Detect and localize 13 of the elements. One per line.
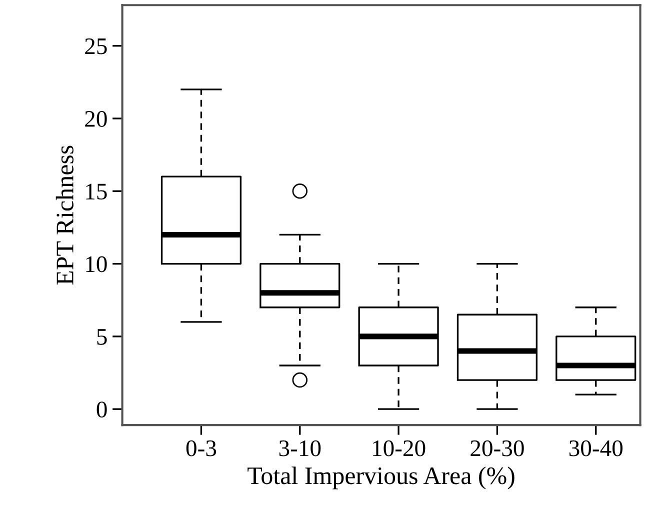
y-tick-label: 15: [86, 184, 107, 200]
x-axis-title: Total Impervious Area (%): [248, 466, 514, 490]
y-tick-label: 25: [85, 38, 107, 54]
x-tick-label: 0-3: [186, 440, 216, 456]
x-tick-label: 20-30: [470, 440, 524, 456]
y-tick-label: 20: [85, 110, 107, 127]
x-tick-label: 10-20: [373, 440, 426, 456]
x-tick-label: 30-40: [569, 440, 623, 456]
y-tick-label: 5: [97, 329, 107, 345]
y-tick-label: 0: [96, 402, 107, 418]
y-axis-title: EPT Richness: [56, 146, 74, 285]
x-tick-label: 3-10: [279, 440, 321, 456]
y-tick-label: 10: [86, 256, 107, 272]
